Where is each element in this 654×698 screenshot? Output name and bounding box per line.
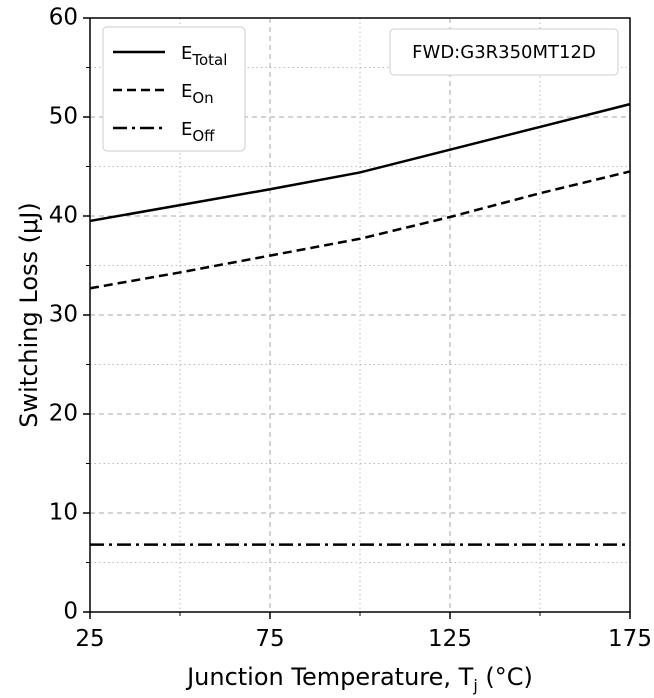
legend-box [102, 26, 246, 152]
y-tick-label: 0 [63, 599, 78, 625]
y-tick-label: 20 [49, 401, 78, 427]
annotation: FWD:G3R350MT12D [412, 42, 596, 63]
y-axis-label: Switching Loss (μJ) [15, 202, 43, 427]
plot-frame [89, 17, 631, 613]
legend-name: E [181, 119, 192, 140]
x-label-text: Junction Temperature, T [185, 663, 474, 691]
annotation-box [389, 28, 619, 76]
series-line [89, 170, 631, 290]
legend-subscript: Off [192, 127, 215, 145]
y-tick-label: 50 [49, 104, 78, 130]
legend-label: EOn [181, 81, 214, 107]
legend-label: EOff [181, 119, 215, 145]
y-tick-label: 40 [49, 203, 78, 229]
x-tick-label: 75 [255, 626, 284, 652]
legend-name: E [181, 81, 192, 102]
y-tick-label: 60 [49, 5, 78, 31]
x-tick-label: 175 [608, 626, 652, 652]
legend-subscript: On [192, 89, 213, 107]
legend-label: ETotal [181, 43, 227, 69]
y-tick-label: 10 [49, 500, 78, 526]
series-line [89, 102, 631, 223]
y-tick-label: 30 [49, 302, 78, 328]
x-axis-label: Junction Temperature, Tj (°C) [185, 663, 533, 695]
x-label-subscript: j [472, 676, 477, 695]
x-tick-label: 25 [75, 626, 104, 652]
x-tick-label: 125 [428, 626, 472, 652]
x-label-suffix: (°C) [478, 663, 533, 691]
legend-name: E [181, 43, 192, 64]
legend-subscript: Total [191, 51, 227, 69]
